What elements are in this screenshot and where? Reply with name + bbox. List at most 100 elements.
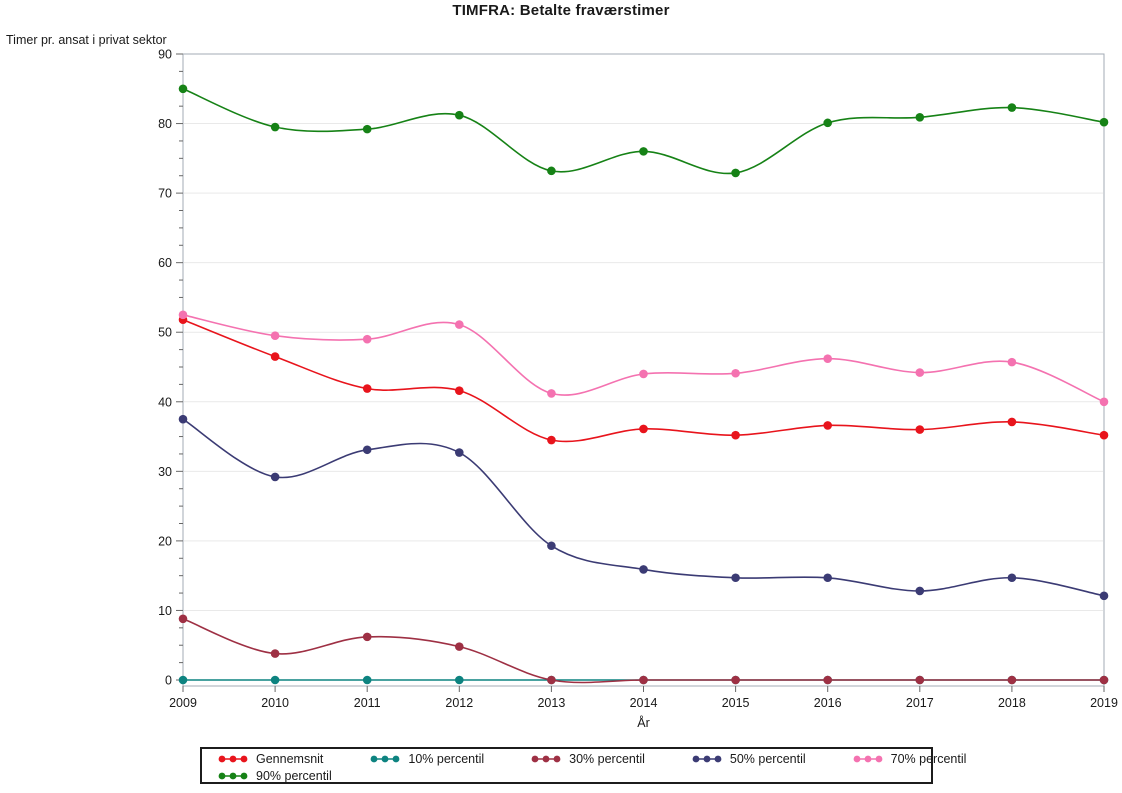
series-marker-50% percentil bbox=[455, 448, 464, 457]
legend-item-Gennemsnit: Gennemsnit bbox=[218, 752, 323, 766]
series-marker-50% percentil bbox=[362, 445, 372, 455]
series-marker-30% percentil bbox=[1007, 675, 1017, 685]
legend-marker-icon bbox=[371, 755, 400, 763]
series-marker-90% percentil bbox=[455, 110, 464, 120]
legend-label: 10% percentil bbox=[408, 752, 485, 766]
series-marker-70% percentil bbox=[270, 331, 280, 341]
series-marker-70% percentil bbox=[1099, 397, 1109, 407]
y-tick-label: 90 bbox=[158, 48, 172, 62]
series-marker-90% percentil bbox=[731, 168, 740, 178]
series-marker-Gennemsnit bbox=[639, 424, 648, 434]
x-tick-label: 2014 bbox=[630, 696, 658, 710]
series-marker-90% percentil bbox=[270, 122, 280, 132]
series-marker-90% percentil bbox=[1007, 103, 1017, 112]
series-marker-70% percentil bbox=[1007, 357, 1017, 367]
series-line-30% percentil bbox=[182, 618, 1104, 684]
series-marker-90% percentil bbox=[1099, 117, 1109, 127]
series-marker-90% percentil bbox=[823, 118, 832, 128]
series-marker-50% percentil bbox=[639, 565, 648, 574]
legend-item-50% percentil: 50% percentil bbox=[692, 752, 806, 766]
series-marker-30% percentil bbox=[1099, 675, 1109, 685]
series-marker-10% percentil bbox=[362, 675, 372, 685]
series-marker-50% percentil bbox=[915, 586, 925, 596]
series-marker-50% percentil bbox=[731, 573, 740, 583]
plot-area: 0 10 20 30 40 50 60 70 80 90 2009 2010 2011 2012 2013 2… bbox=[158, 48, 1118, 711]
x-axis-title: År bbox=[637, 716, 650, 730]
series-marker-30% percentil bbox=[547, 675, 556, 685]
legend-label: 50% percentil bbox=[729, 752, 806, 766]
x-tick-label: 2010 bbox=[261, 696, 289, 710]
legend-item-10% percentil: 10% percentil bbox=[370, 752, 484, 766]
legend-marker-icon bbox=[692, 755, 722, 763]
legend-label: 30% percentil bbox=[569, 752, 645, 766]
series-marker-70% percentil bbox=[362, 334, 372, 344]
series-marker-Gennemsnit bbox=[1007, 417, 1017, 427]
series-line-90% percentil bbox=[182, 88, 1105, 175]
x-tick-label: 2012 bbox=[445, 696, 473, 710]
y-tick-label: 50 bbox=[158, 326, 172, 340]
x-tick-label: 2015 bbox=[722, 696, 750, 710]
series-marker-90% percentil bbox=[915, 112, 925, 122]
series-marker-30% percentil bbox=[639, 675, 648, 685]
y-tick-label: 40 bbox=[158, 395, 172, 409]
series-marker-70% percentil bbox=[547, 389, 556, 398]
x-tick-label: 2018 bbox=[998, 696, 1026, 710]
x-tick-label: 2017 bbox=[906, 696, 934, 710]
series-marker-Gennemsnit bbox=[731, 430, 740, 440]
x-tick-label: 2011 bbox=[354, 696, 381, 710]
series-marker-30% percentil bbox=[178, 614, 188, 624]
series-marker-30% percentil bbox=[455, 642, 464, 651]
series-line-50% percentil bbox=[182, 418, 1105, 597]
x-tick-label: 2019 bbox=[1090, 696, 1118, 710]
series-marker-30% percentil bbox=[823, 675, 832, 685]
series-marker-90% percentil bbox=[639, 147, 648, 156]
legend-marker-icon bbox=[218, 755, 248, 763]
series-marker-Gennemsnit bbox=[362, 384, 372, 393]
series-marker-90% percentil bbox=[362, 124, 372, 134]
y-tick-label: 80 bbox=[158, 117, 172, 131]
y-tick-label: 60 bbox=[158, 256, 172, 270]
series-marker-90% percentil bbox=[178, 84, 188, 94]
series-marker-Gennemsnit bbox=[455, 386, 464, 395]
series-line-Gennemsnit bbox=[182, 318, 1105, 443]
series-marker-30% percentil bbox=[731, 675, 740, 685]
series-marker-90% percentil bbox=[547, 166, 556, 176]
series-marker-10% percentil bbox=[270, 675, 280, 685]
series-marker-30% percentil bbox=[362, 632, 372, 642]
y-axis-title: Timer pr. ansat i privat sektor bbox=[6, 33, 167, 47]
legend-item-70% percentil: 70% percentil bbox=[853, 752, 967, 766]
series-marker-Gennemsnit bbox=[1099, 430, 1109, 440]
legend-row: Gennemsnit 10% percentil 30% percentil 50% … bbox=[218, 751, 966, 767]
series-marker-Gennemsnit bbox=[823, 421, 832, 430]
series-marker-30% percentil bbox=[270, 649, 280, 658]
series-marker-30% percentil bbox=[915, 675, 925, 685]
series-marker-70% percentil bbox=[823, 354, 832, 363]
legend-marker-icon bbox=[853, 755, 883, 763]
series-line-70% percentil bbox=[182, 314, 1105, 403]
legend-item-30% percentil: 30% percentil bbox=[531, 752, 645, 766]
legend-label: Gennemsnit bbox=[256, 752, 324, 766]
series-marker-Gennemsnit bbox=[547, 435, 556, 445]
chart-title: TIMFRA: Betalte fraværstimer bbox=[452, 2, 670, 19]
legend-label: 70% percentil bbox=[890, 752, 967, 766]
series-marker-70% percentil bbox=[731, 368, 740, 378]
legend-marker-icon bbox=[531, 755, 561, 763]
y-tick-label: 10 bbox=[158, 604, 172, 618]
legend-marker-icon bbox=[218, 772, 248, 780]
x-tick-label: 2013 bbox=[537, 696, 565, 710]
y-tick-label: 20 bbox=[158, 534, 172, 548]
series-marker-70% percentil bbox=[178, 310, 188, 320]
series-marker-50% percentil bbox=[1099, 591, 1109, 601]
x-tick-label: 2009 bbox=[169, 696, 197, 710]
series-marker-50% percentil bbox=[1007, 573, 1017, 583]
series-marker-50% percentil bbox=[823, 573, 832, 583]
legend: Gennemsnit 10% percentil 30% percentil 50% … bbox=[200, 747, 966, 784]
legend-label: 90% percentil bbox=[256, 769, 332, 783]
series-marker-10% percentil bbox=[455, 675, 464, 685]
series-marker-70% percentil bbox=[639, 369, 648, 379]
series-marker-50% percentil bbox=[547, 541, 556, 551]
legend-row: 90% percentil bbox=[218, 768, 931, 784]
series-marker-70% percentil bbox=[455, 320, 464, 329]
y-tick-label: 70 bbox=[158, 187, 172, 201]
series-marker-70% percentil bbox=[915, 368, 925, 377]
